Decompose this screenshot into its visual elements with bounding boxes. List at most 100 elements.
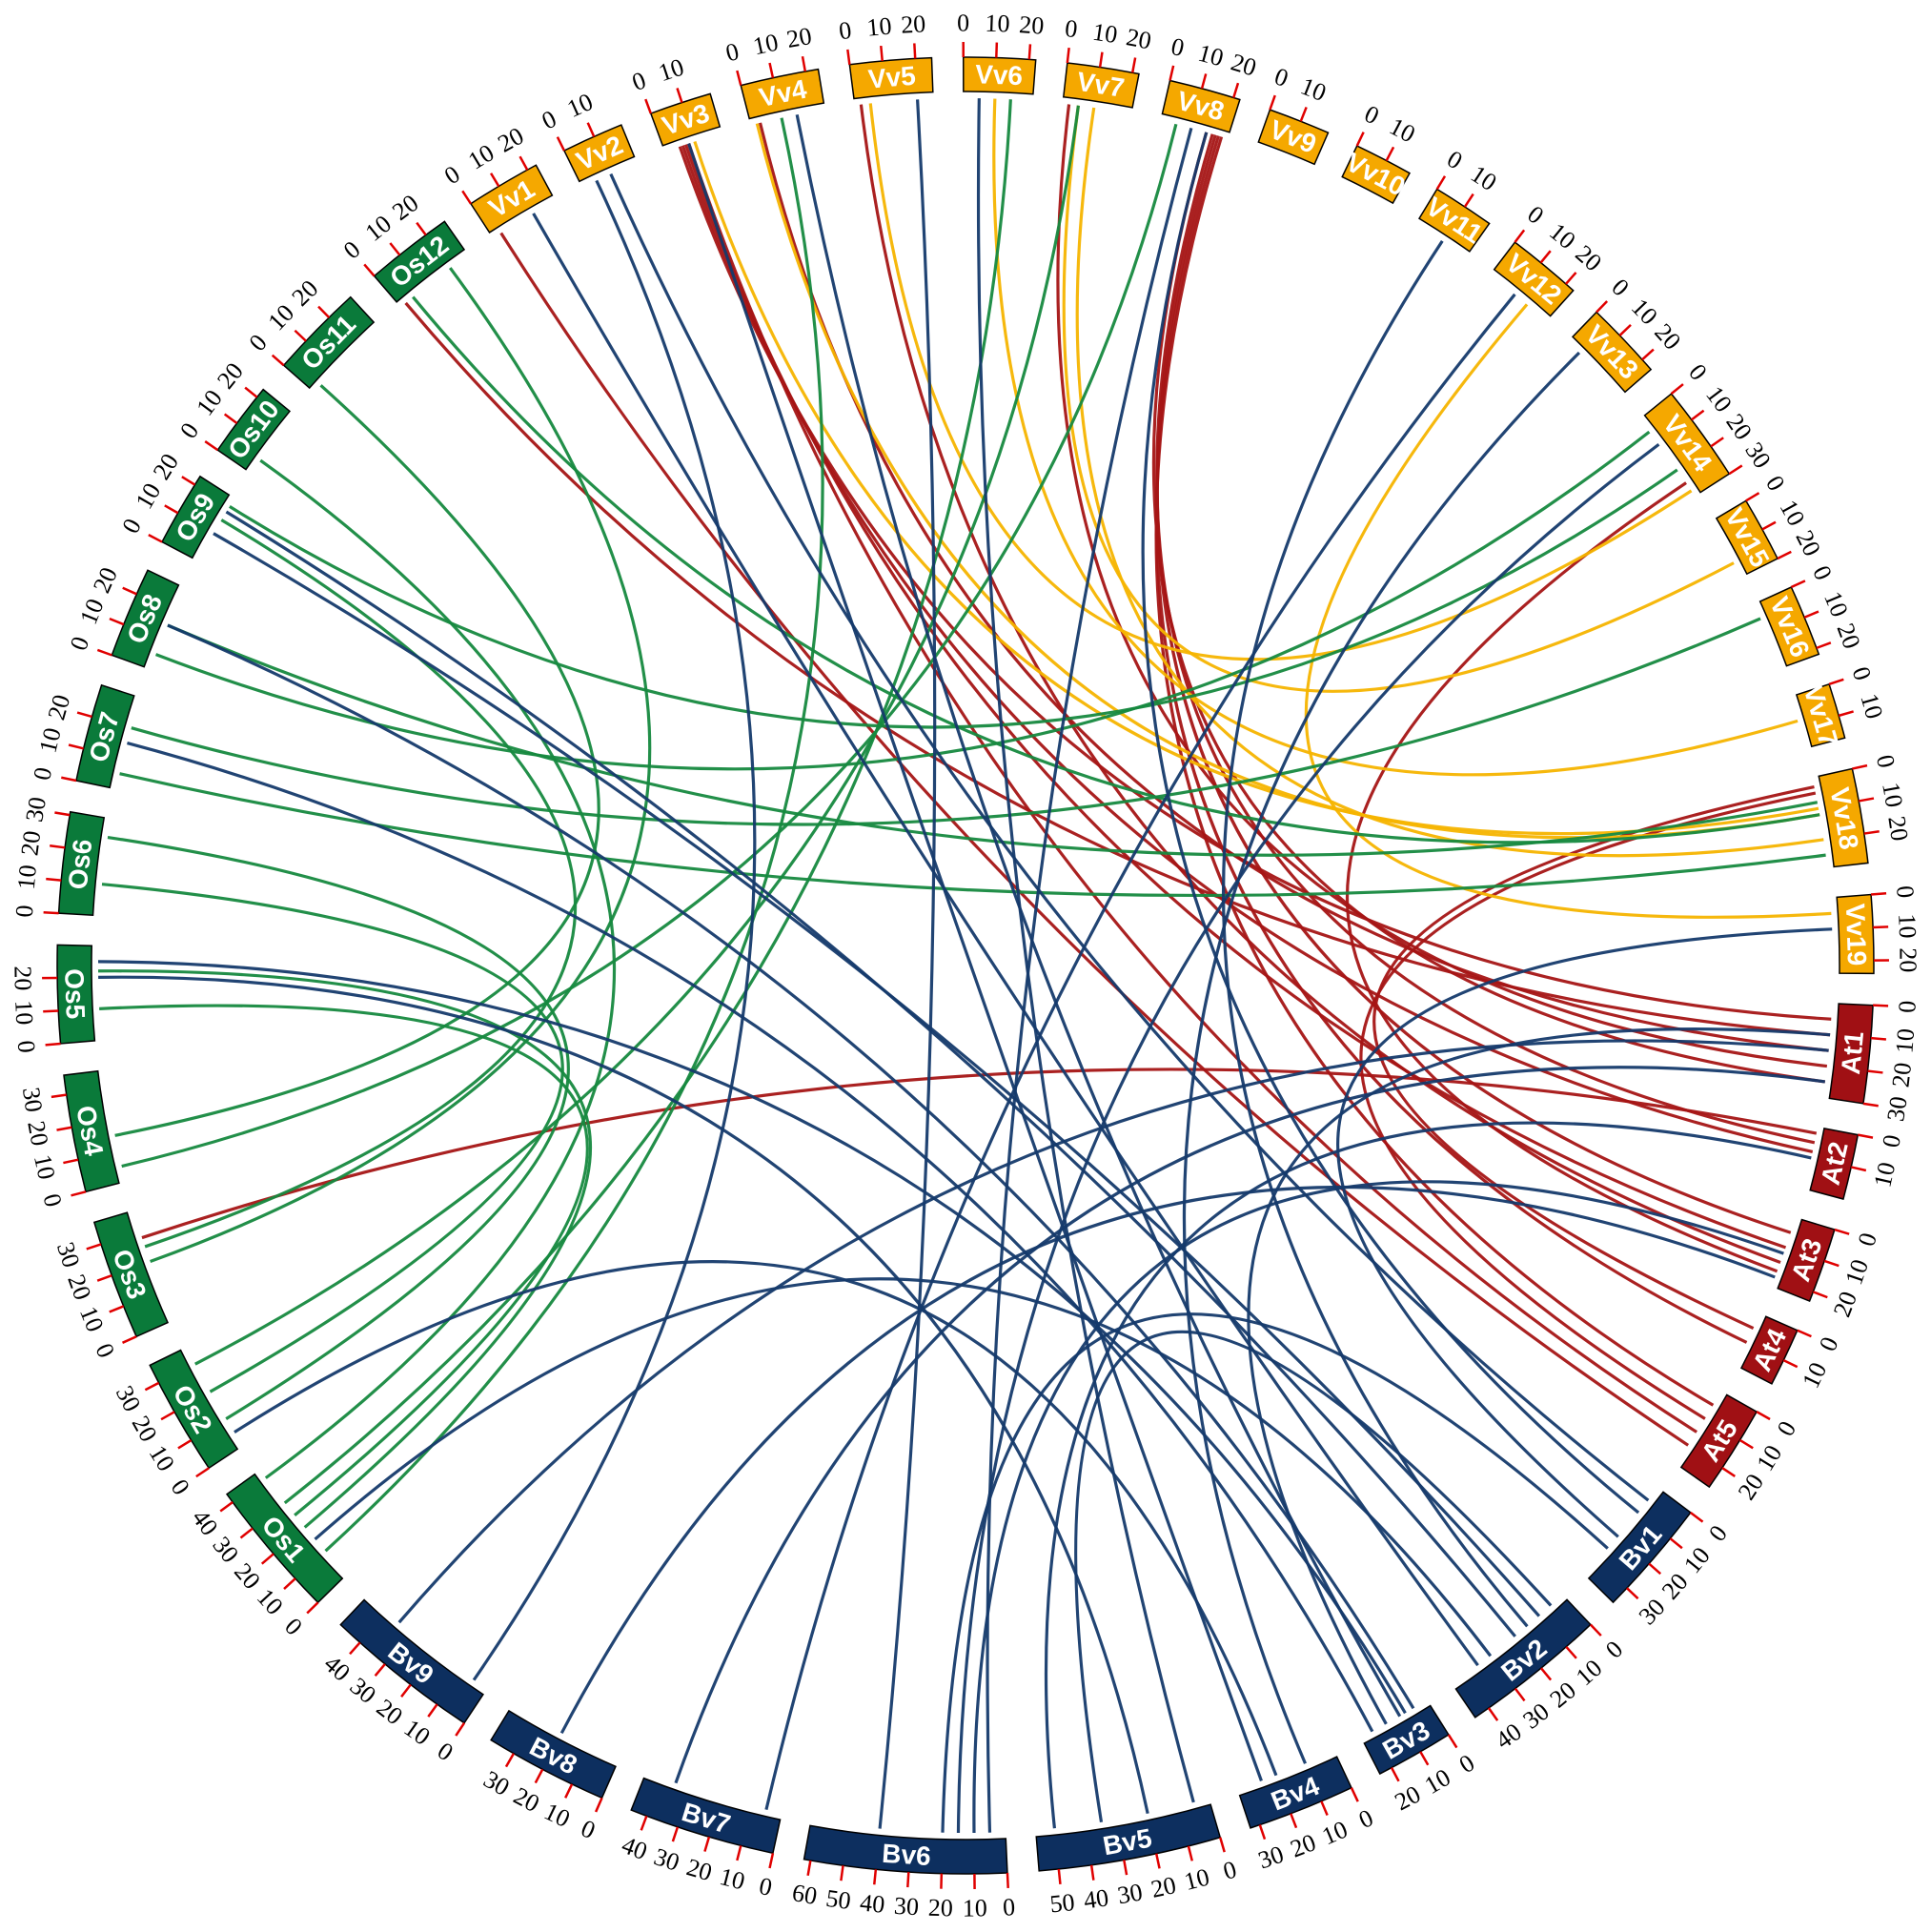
- chromosome-band: [282, 295, 376, 390]
- tick-label: 0: [538, 105, 560, 135]
- tick-mark: [76, 711, 92, 719]
- tick-label: 0: [165, 1474, 194, 1500]
- chromosome-band: [1454, 1598, 1592, 1718]
- tick-mark: [1710, 437, 1724, 448]
- tick-label: 30: [1115, 1878, 1145, 1909]
- tick-label: 10: [360, 210, 396, 247]
- link: [532, 213, 1479, 1667]
- tick-mark: [86, 1243, 102, 1251]
- tick-mark: [1299, 106, 1308, 122]
- tick-mark: [239, 1527, 254, 1539]
- link: [1151, 132, 1826, 1084]
- tick-label: 20: [683, 1853, 715, 1886]
- link: [101, 883, 564, 1393]
- link: [324, 117, 824, 1553]
- chromosome-label: Vv19: [1840, 903, 1872, 966]
- tick-label: 10: [1797, 1358, 1832, 1393]
- link: [1074, 1330, 1553, 1823]
- link: [1346, 481, 1779, 1273]
- link: [859, 104, 1781, 1264]
- tick-label: 0: [1703, 1520, 1733, 1547]
- chromosome-band: [1836, 893, 1875, 975]
- tick-label: 30: [207, 1532, 244, 1568]
- tick-label: 10: [1544, 217, 1580, 254]
- tick-mark: [1838, 710, 1854, 718]
- link: [972, 1180, 1784, 1833]
- tick-label: 20: [1790, 526, 1826, 560]
- tick-mark: [736, 1845, 742, 1861]
- tick-mark: [374, 1663, 386, 1678]
- tick-label: 20: [372, 1694, 408, 1731]
- tick-mark: [45, 1042, 61, 1047]
- tick-mark: [177, 1439, 193, 1450]
- tick-mark: [1745, 492, 1760, 502]
- tick-label: 0: [1454, 1749, 1479, 1779]
- tick-label: 0: [1853, 1230, 1883, 1250]
- tick-label: 20: [62, 1271, 96, 1303]
- tick-mark: [389, 242, 401, 256]
- tick-label: 0: [1807, 561, 1838, 584]
- chromosome-band: [962, 56, 1037, 95]
- tick-label: 0: [116, 514, 147, 538]
- chromosome-label: Bv6: [881, 1839, 931, 1871]
- tick-label: 10: [1195, 39, 1227, 72]
- link: [683, 144, 1787, 1250]
- tick-mark: [1782, 1359, 1799, 1369]
- chromosome-band: [1777, 1218, 1836, 1303]
- chromosome-band: [92, 1211, 169, 1338]
- tick-label: 10: [1420, 1763, 1455, 1800]
- tick-mark: [1873, 925, 1889, 929]
- link: [687, 143, 1698, 1434]
- tick-label: 0: [837, 16, 853, 45]
- link: [98, 960, 1407, 1715]
- tick-mark: [1862, 1102, 1879, 1108]
- link: [976, 98, 1195, 1803]
- tick-label: 0: [1354, 1803, 1377, 1834]
- tick-mark: [906, 1872, 910, 1888]
- chromosome-label: Vv5: [867, 61, 917, 94]
- tick-mark: [61, 776, 77, 783]
- tick-label: 0: [1064, 14, 1079, 43]
- link: [674, 1066, 1826, 1784]
- tick-mark: [294, 329, 307, 342]
- tick-label: 20: [22, 1119, 53, 1149]
- tick-mark: [1738, 1438, 1754, 1450]
- link: [941, 1312, 1609, 1833]
- tick-label: 0: [757, 1872, 775, 1901]
- tick-mark: [195, 1467, 210, 1478]
- tick-mark: [1756, 1411, 1771, 1421]
- tick-label: 30: [20, 795, 51, 824]
- tick-label: 10: [1182, 1863, 1212, 1896]
- link: [283, 99, 1012, 1505]
- tick-label: 20: [387, 189, 423, 226]
- tick-label: 20: [1657, 1568, 1694, 1605]
- tick-mark: [676, 88, 683, 104]
- tick-label: 10: [1466, 160, 1502, 197]
- tick-label: 20: [784, 22, 814, 53]
- tick-label: 30: [51, 1239, 86, 1271]
- tick-mark: [317, 305, 331, 318]
- tick-label: 20: [494, 122, 529, 158]
- tick-label: 10: [74, 595, 110, 628]
- link: [795, 114, 1402, 1718]
- tick-mark: [1027, 44, 1032, 60]
- tick-mark: [1540, 1667, 1553, 1681]
- tick-label: 0: [338, 235, 366, 264]
- tick-mark: [68, 743, 84, 750]
- tick-mark: [1057, 1868, 1062, 1885]
- chromosome-band: [111, 569, 180, 668]
- tick-label: 30: [1739, 437, 1776, 474]
- tick-mark: [1618, 323, 1632, 336]
- tick-mark: [306, 1601, 319, 1615]
- tick-mark: [144, 1381, 160, 1392]
- tick-label: 30: [1518, 1698, 1555, 1735]
- tick-label: 0: [1760, 471, 1791, 496]
- tick-mark: [640, 1815, 648, 1831]
- tick-mark: [1852, 763, 1868, 770]
- link: [1372, 784, 1815, 1330]
- tick-label: 0: [1847, 663, 1878, 683]
- tick-mark: [1834, 1228, 1850, 1235]
- chromosome-band: [1062, 62, 1140, 109]
- tick-mark: [1006, 1872, 1009, 1889]
- tick-label: 20: [1733, 1469, 1770, 1505]
